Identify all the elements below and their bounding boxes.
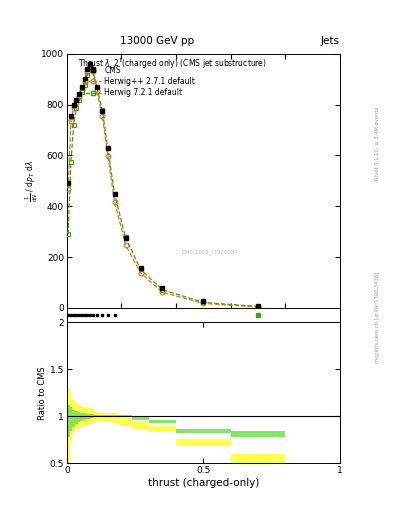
Text: Jets: Jets [321,36,340,46]
Y-axis label: Ratio to CMS: Ratio to CMS [38,366,47,419]
Text: 13000 GeV pp: 13000 GeV pp [120,36,194,46]
Text: mcplots.cern.ch [arXiv:1306.3436]: mcplots.cern.ch [arXiv:1306.3436] [375,272,380,363]
Text: Thrust $\lambda\_2^1$(charged only) (CMS jet substructure): Thrust $\lambda\_2^1$(charged only) (CMS… [78,56,267,71]
Text: CMS-2021_I1920187: CMS-2021_I1920187 [182,249,238,255]
Text: Rivet 3.1.10, ≥ 3.4M events: Rivet 3.1.10, ≥ 3.4M events [375,106,380,180]
Legend: CMS, Herwig++ 2.7.1 default, Herwig 7.2.1 default: CMS, Herwig++ 2.7.1 default, Herwig 7.2.… [82,62,198,100]
Y-axis label: $\frac{1}{\mathrm{d}N}\ /\ \mathrm{d}p_T\ \mathrm{d}\lambda$: $\frac{1}{\mathrm{d}N}\ /\ \mathrm{d}p_T… [24,160,40,202]
X-axis label: thrust (charged-only): thrust (charged-only) [148,478,259,488]
